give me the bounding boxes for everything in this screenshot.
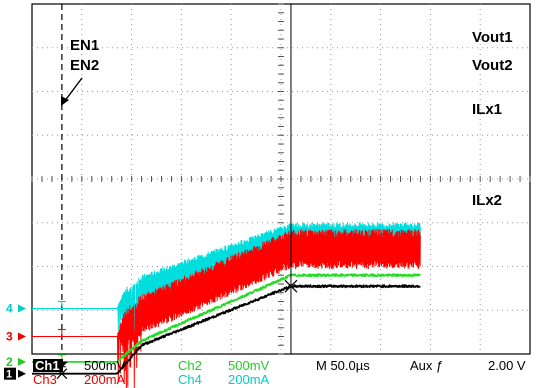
graticule xyxy=(31,3,531,355)
channel-marker-1: 1 xyxy=(6,369,12,381)
readout-bar: Ch1 500mV Ch2 500mV M 50.0µs Aux ƒ 2.00 … xyxy=(33,358,526,387)
channel-arrow-3 xyxy=(18,332,26,341)
trigger-source: Aux ƒ xyxy=(410,358,443,373)
trace-vout2 xyxy=(31,273,421,363)
channel-marker-4: 4 xyxy=(6,302,13,316)
annotation-en2: EN2 xyxy=(70,57,99,74)
ch1-badge xyxy=(33,359,63,372)
ch3-scale: 200mA xyxy=(84,372,126,387)
series-label-vout1: Vout1 xyxy=(472,29,513,46)
ch1-scale: 500mV xyxy=(84,358,126,373)
channel-marker-3: 3 xyxy=(6,330,13,344)
ground-tick-3 xyxy=(57,329,66,335)
channel-arrow-4 xyxy=(18,304,26,313)
trace-ilx1 xyxy=(31,228,421,388)
ground-tick-4 xyxy=(57,301,66,307)
ramp-end-cross xyxy=(284,279,298,293)
channel-marker-2: 2 xyxy=(6,355,13,369)
channel-arrow-1 xyxy=(18,369,26,378)
annotation-en1: EN1 xyxy=(70,37,99,54)
ch2-name: Ch2 xyxy=(178,358,202,373)
ch4-name: Ch4 xyxy=(178,372,202,387)
annotation-arrow-line xyxy=(63,77,83,103)
timebase: M 50.0µs xyxy=(316,358,370,373)
ch2-scale: 500mV xyxy=(228,358,270,373)
annotation-arrow-head xyxy=(61,96,69,106)
series-label-ilx1: ILx1 xyxy=(472,101,502,118)
trace-vout1 xyxy=(31,284,421,375)
channel-marker-1-box xyxy=(4,367,16,380)
enable-annotation: EN1 EN2 xyxy=(61,37,99,106)
channel-markers: 12 3 4 xyxy=(4,301,66,381)
channel-arrow-2 xyxy=(18,357,26,366)
ch1-name: Ch1 xyxy=(35,358,60,373)
ch3-name: Ch3 xyxy=(33,372,57,387)
traces xyxy=(31,4,421,388)
series-label-vout2: Vout2 xyxy=(472,57,513,74)
series-labels: Vout1 Vout2 ILx1 ILx2 xyxy=(472,29,513,209)
ch4-scale: 200mA xyxy=(228,372,270,387)
series-label-ilx2: ILx2 xyxy=(472,192,502,209)
trigger-level: 2.00 V xyxy=(488,358,526,373)
